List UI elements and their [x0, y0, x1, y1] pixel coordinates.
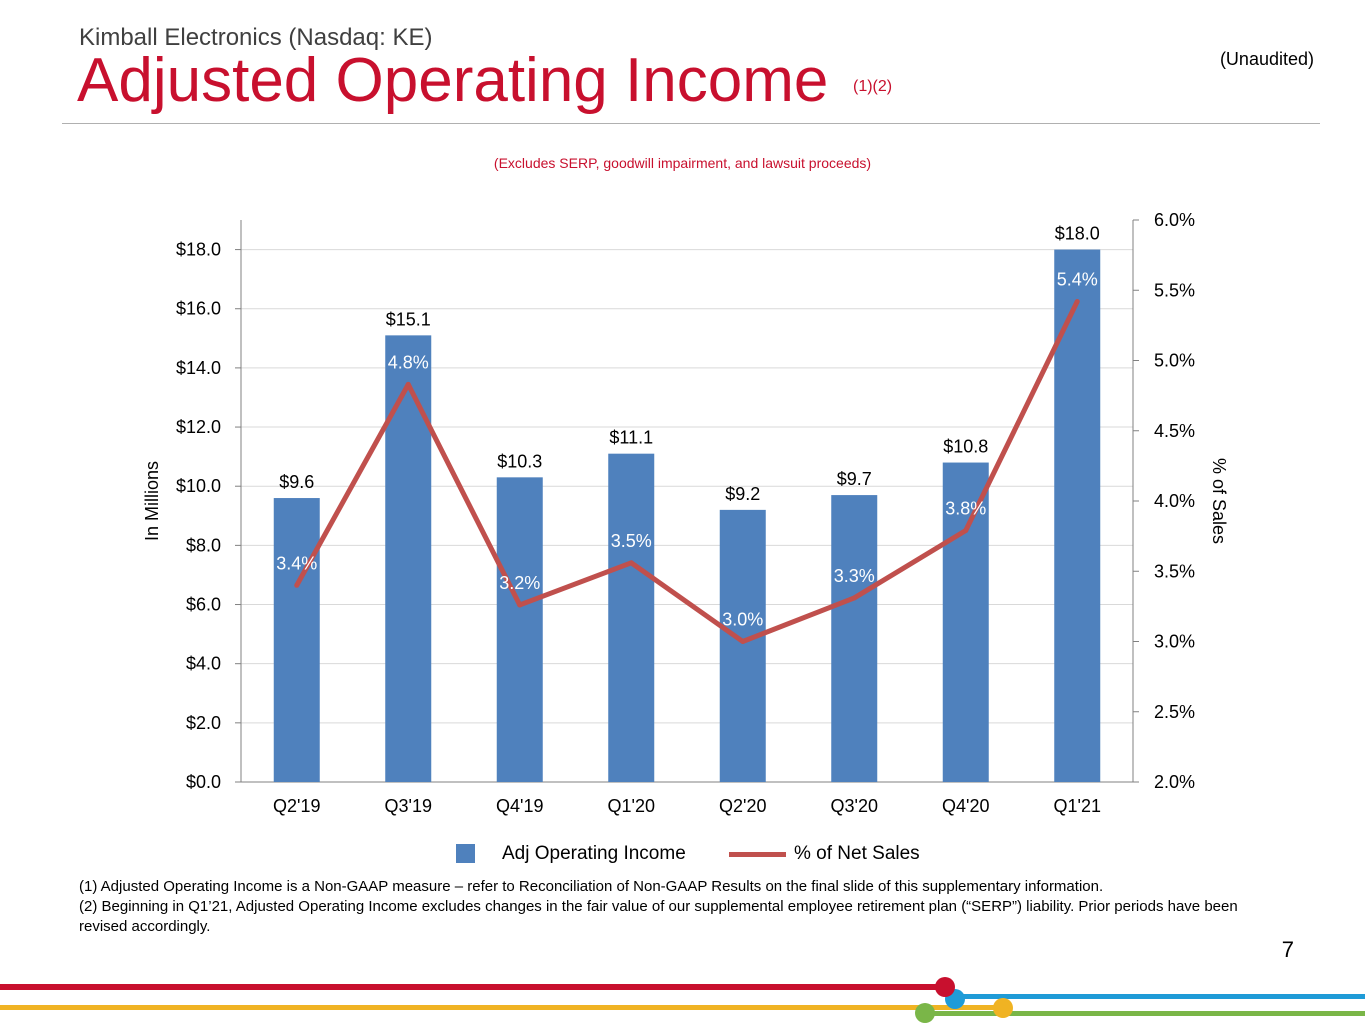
- unaudited-label: (Unaudited): [1219, 49, 1314, 69]
- x-tick-label: Q1'21: [1054, 796, 1101, 816]
- legend-bar-swatch: [456, 844, 475, 863]
- right-tick-label: 5.5%: [1154, 280, 1195, 300]
- line-point: [405, 381, 411, 387]
- footnote-1: (1) Adjusted Operating Income is a Non-G…: [79, 878, 1104, 895]
- chart-subtitle: (Excludes SERP, goodwill impairment, and…: [493, 155, 872, 171]
- right-tick-label: 3.0%: [1154, 632, 1195, 652]
- footnote-2: (2) Beginning in Q1’21, Adjusted Operati…: [79, 898, 1238, 935]
- footer-yellow-dot: [993, 998, 1013, 1018]
- x-tick-label: Q3'20: [831, 796, 878, 816]
- line-point: [628, 560, 634, 566]
- line-point: [963, 528, 969, 534]
- left-tick-label: $16.0: [176, 299, 221, 319]
- page-title: Adjusted Operating Income: [77, 46, 829, 115]
- line-point: [740, 639, 746, 644]
- left-tick-label: $14.0: [176, 358, 221, 378]
- line-point: [517, 602, 523, 608]
- left-tick-label: $10.0: [176, 476, 221, 496]
- line-point: [851, 595, 857, 601]
- x-tick-label: Q2'20: [719, 796, 766, 816]
- line-data-label: 5.4%: [1057, 269, 1098, 289]
- line-data-label: 3.3%: [834, 566, 875, 586]
- decorative-footer-bars: [0, 977, 1365, 1023]
- left-tick-label: $8.0: [186, 535, 221, 555]
- page-number: 7: [1281, 937, 1294, 962]
- left-tick-label: $2.0: [186, 713, 221, 733]
- footer-red-bar: [0, 984, 945, 990]
- footer-green-bar: [925, 1011, 1365, 1016]
- x-tick-label: Q1'20: [608, 796, 655, 816]
- x-tick-label: Q4'20: [942, 796, 989, 816]
- bar: [385, 335, 432, 782]
- left-tick-label: $6.0: [186, 595, 221, 615]
- bar: [496, 477, 543, 782]
- left-tick-label: $0.0: [186, 772, 221, 792]
- right-tick-label: 3.5%: [1154, 561, 1195, 581]
- line-data-label: 3.8%: [945, 499, 986, 519]
- right-tick-label: 4.5%: [1154, 421, 1195, 441]
- bar-data-label: $10.8: [943, 437, 988, 457]
- footer-blue-bar: [955, 994, 1365, 999]
- line-point: [1074, 298, 1080, 304]
- line-data-label: 4.8%: [388, 352, 429, 372]
- x-tick-label: Q2'19: [273, 796, 320, 816]
- bar-data-label: $18.0: [1055, 224, 1100, 244]
- line-data-label: 3.2%: [499, 573, 540, 593]
- left-axis-title: In Millions: [142, 461, 162, 541]
- company-name: Kimball Electronics (Nasdaq: KE): [79, 24, 433, 51]
- combo-chart: $0.0 $2.0 $4.0 $6.0 $8.0 $10.0 $12.0 $14.0 $16.0…: [142, 210, 1229, 816]
- right-tick-label: 2.0%: [1154, 772, 1195, 792]
- legend-bar-label: Adj Operating Income: [502, 843, 686, 864]
- title-footnote-ref: (1)(2): [853, 78, 893, 95]
- footer-red-dot: [935, 977, 955, 997]
- bar-data-label: $15.1: [386, 309, 431, 329]
- line-point: [294, 582, 300, 588]
- bar-data-label: $11.1: [609, 428, 653, 448]
- left-tick-label: $18.0: [176, 240, 221, 260]
- footer-green-dot: [915, 1003, 935, 1023]
- right-tick-label: 4.0%: [1154, 491, 1195, 511]
- bar: [608, 453, 655, 782]
- bar-data-label: $9.7: [837, 469, 872, 489]
- x-tick-label: Q4'19: [496, 796, 543, 816]
- line-data-label: 3.5%: [611, 531, 652, 551]
- bar: [273, 498, 320, 782]
- right-tick-label: 2.5%: [1154, 702, 1195, 722]
- left-tick-label: $12.0: [176, 417, 221, 437]
- line-data-label: 3.0%: [722, 610, 763, 630]
- bar: [942, 462, 989, 782]
- header-rule: [62, 123, 1320, 124]
- legend-line-swatch: [729, 852, 786, 857]
- right-tick-label: 6.0%: [1154, 210, 1195, 230]
- line-series: [294, 300, 1080, 644]
- bar-data-label: $9.2: [725, 484, 760, 504]
- right-axis-title: % of Sales: [1209, 458, 1229, 544]
- legend-line-label: % of Net Sales: [794, 843, 920, 864]
- footer-yellow-bar: [0, 1005, 1000, 1010]
- bar: [831, 495, 878, 782]
- bar-data-label: $10.3: [497, 451, 542, 471]
- line-data-label: 3.4%: [276, 553, 317, 573]
- x-tick-label: Q3'19: [385, 796, 432, 816]
- bar: [719, 509, 766, 782]
- left-tick-label: $4.0: [186, 654, 221, 674]
- bar-data-label: $9.6: [279, 472, 314, 492]
- right-tick-label: 5.0%: [1154, 351, 1195, 371]
